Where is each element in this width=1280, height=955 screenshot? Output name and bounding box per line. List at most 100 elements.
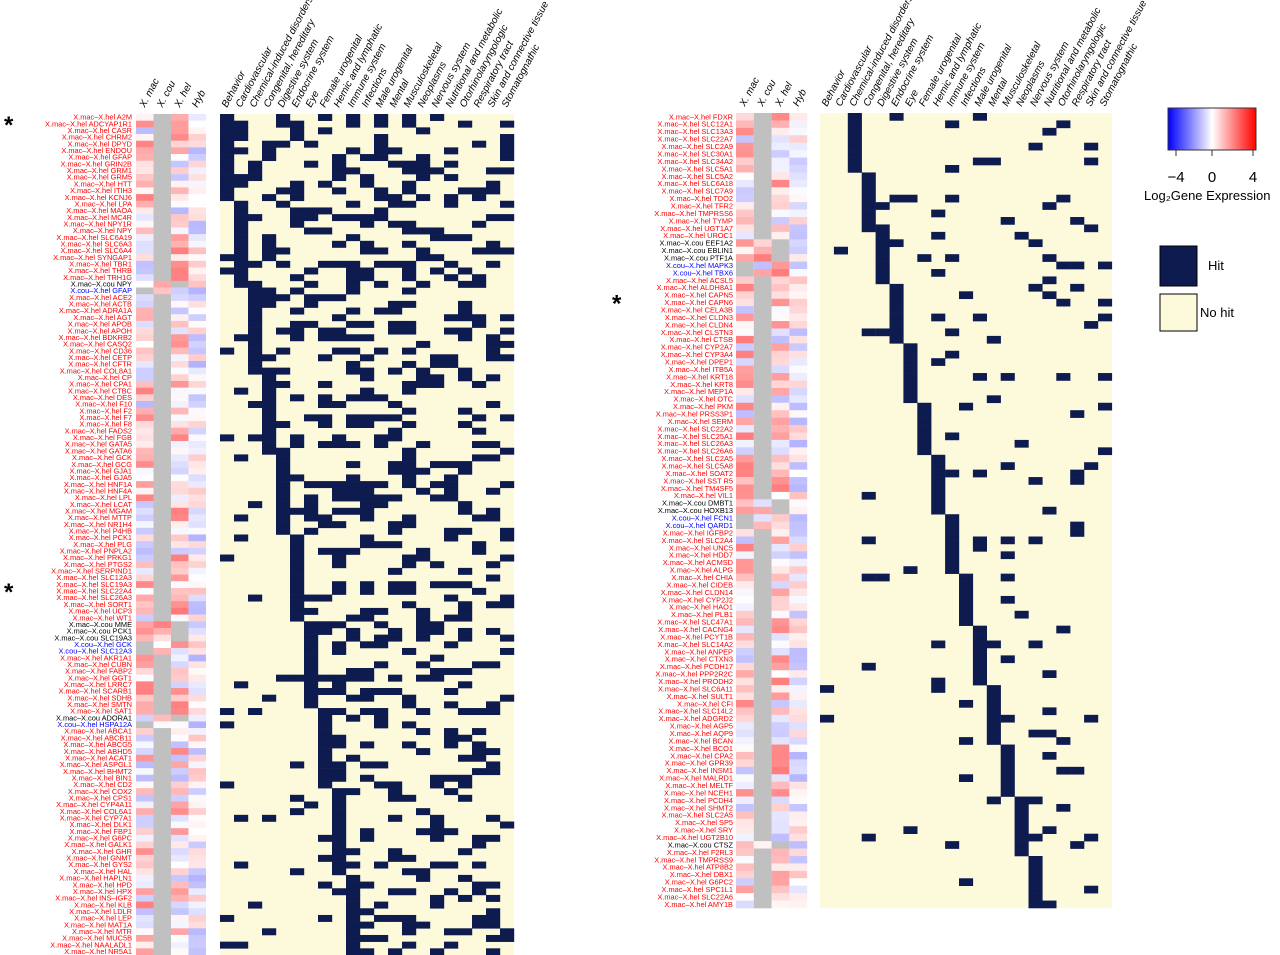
gene-row-label: X.mac–X.cou MME (69, 620, 132, 629)
expression-cell (736, 759, 754, 768)
disease-hit-cell (374, 501, 389, 509)
disease-hit-cell (903, 365, 918, 374)
expression-cell (771, 321, 790, 329)
expression-cell (789, 283, 808, 292)
expression-cell (171, 501, 189, 509)
expression-cell (789, 194, 808, 203)
disease-hit-cell (931, 499, 946, 508)
expression-cell (771, 477, 790, 485)
expression-cell (136, 267, 154, 275)
expression-cell (736, 462, 754, 470)
disease-hit-cell (234, 247, 249, 255)
disease-hit-cell (234, 534, 249, 542)
disease-hit-cell (304, 140, 319, 148)
expression-cell (753, 566, 772, 574)
disease-hit-cell (346, 714, 361, 722)
disease-hit-cell (388, 914, 403, 922)
disease-hit-cell (1084, 142, 1099, 151)
expression-cell (771, 893, 790, 901)
expression-cell (153, 120, 171, 128)
expression-cell (171, 414, 189, 422)
expression-cell (188, 881, 206, 889)
expression-cell (153, 260, 171, 268)
disease-hit-cell (346, 908, 361, 916)
gene-row-label: X.mac–X.hel PRSS3P1 (656, 410, 733, 419)
gene-row-label: X.mac–X.hel NCEH1 (664, 788, 733, 797)
gene-row-label: X.mac–X.hel IGFBP2 (663, 528, 733, 537)
disease-hit-cell (945, 120, 960, 129)
disease-hit-cell (986, 335, 1001, 344)
disease-hit-cell (290, 220, 305, 228)
disease-hit-cell (889, 194, 904, 203)
expression-cell (136, 587, 154, 595)
disease-hit-cell (861, 491, 876, 500)
expression-cell (153, 394, 171, 402)
expression-cell (771, 826, 790, 835)
expression-cell (171, 254, 189, 262)
disease-hit-cell (945, 432, 960, 441)
expression-cell (789, 737, 808, 745)
expression-cell (736, 521, 754, 530)
gene-row-label: X.mac–X.hel SLC6A3 (61, 239, 132, 248)
expression-cell (153, 627, 171, 635)
disease-hit-cell (458, 734, 473, 742)
disease-hit-cell (332, 768, 347, 776)
expression-cell (753, 209, 772, 218)
disease-hit-cell (472, 914, 487, 922)
expression-cell (171, 320, 189, 328)
disease-hit-cell (430, 114, 445, 121)
expression-cell (188, 267, 206, 275)
disease-hit-cell (458, 627, 473, 635)
gene-row-label: X.mac–X.hel CAPN6 (664, 298, 733, 307)
expression-cell (171, 327, 189, 335)
disease-hit-cell (262, 928, 277, 936)
disease-hit-cell (444, 527, 459, 535)
expression-cell (136, 481, 154, 489)
disease-hit-cell (945, 165, 960, 173)
expression-cell (188, 354, 206, 362)
gene-row-label: X.mac–X.hel F10 (75, 400, 132, 409)
disease-hit-cell (234, 274, 249, 282)
disease-hit-cell (430, 267, 445, 275)
disease-hit-cell (346, 667, 361, 675)
expression-cell (136, 174, 154, 182)
disease-hit-cell (290, 808, 305, 816)
expression-cell (188, 794, 206, 802)
expression-cell (753, 113, 772, 121)
gene-row-label: X.mac–X.hel SLC22A4 (56, 587, 132, 596)
expression-cell (753, 670, 772, 678)
expression-cell (736, 543, 754, 552)
gene-row-label: X.mac–X.hel ACSL5 (666, 276, 733, 285)
expression-cell (771, 194, 790, 203)
expression-cell (153, 114, 171, 121)
disease-hit-cell (931, 209, 946, 218)
gene-row-label: X.mac–X.hel BCO1 (669, 744, 733, 753)
expression-cell (153, 134, 171, 141)
expression-cell (188, 114, 206, 121)
disease-hit-cell (416, 607, 431, 615)
disease-hit-cell (402, 120, 417, 128)
expression-cell (136, 387, 154, 395)
expression-cell (736, 848, 754, 857)
expression-cell (188, 367, 206, 375)
expression-cell (753, 766, 772, 775)
expression-cell (136, 928, 154, 936)
expression-cell (188, 187, 206, 195)
gene-row-label: X.mac–X.hel INS–IGF2 (55, 894, 132, 903)
expression-cell (188, 688, 206, 695)
disease-hit-cell (346, 421, 361, 429)
expression-cell (188, 901, 206, 909)
expression-cell (736, 625, 754, 634)
expression-cell (753, 818, 772, 827)
expression-cell (736, 291, 754, 300)
expression-cell (753, 781, 772, 790)
disease-hit-cell (986, 692, 1001, 701)
expression-cell (171, 574, 189, 582)
expression-cell (188, 467, 206, 475)
expression-cell (188, 801, 206, 809)
expression-cell (188, 120, 206, 128)
expression-cell (153, 721, 171, 729)
disease-hit-cell (416, 748, 431, 756)
disease-hit-cell (416, 874, 431, 882)
disease-hit-cell (402, 521, 417, 529)
